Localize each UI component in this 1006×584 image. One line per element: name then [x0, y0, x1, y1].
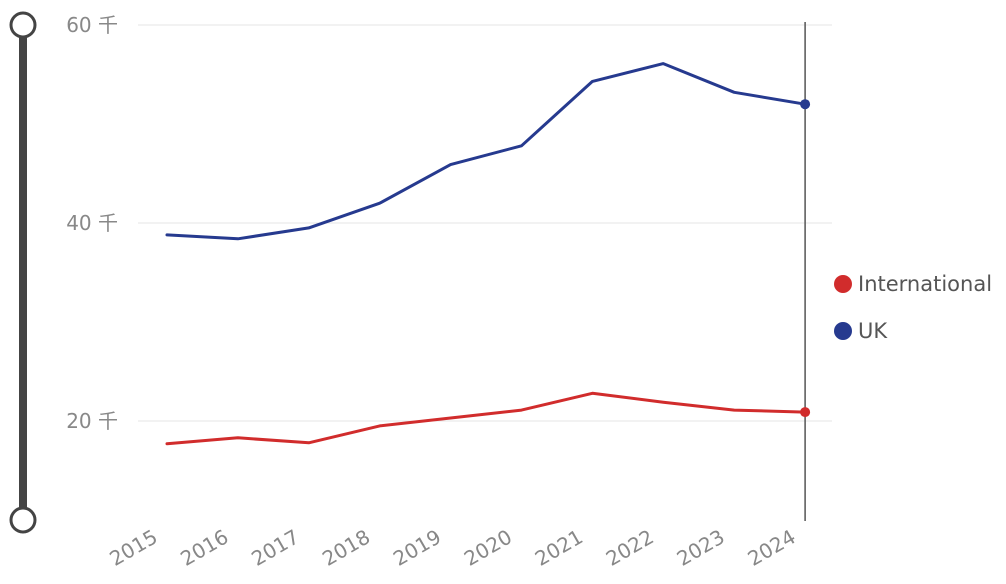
range-slider-handle-min[interactable] [9, 506, 37, 534]
x-tick-label-2022: 2022 [602, 525, 658, 571]
x-tick-label-2015: 2015 [105, 525, 161, 571]
legend-label-uk: UK [858, 319, 888, 343]
x-tick-label-2016: 2016 [176, 525, 232, 571]
x-axis: 2015 2016 2017 2018 2019 2020 2021 2022 2023 2024 [105, 525, 799, 571]
x-tick-label-2023: 2023 [673, 525, 729, 571]
y-tick-label-60: 60 千 [66, 13, 118, 37]
y-tick-label-20: 20 千 [66, 409, 118, 433]
legend-marker-international [834, 275, 852, 293]
legend-item-uk[interactable]: UK [834, 317, 992, 345]
y-tick-label-40: 40 千 [66, 211, 118, 235]
y-axis: 20 千 40 千 60 千 [66, 13, 118, 433]
series-lines [165, 62, 807, 446]
hover-point-uk [800, 99, 811, 110]
legend-label-international: International [858, 272, 993, 296]
x-tick-label-2024: 2024 [744, 525, 800, 571]
x-tick-label-2019: 2019 [389, 525, 445, 571]
x-tick-label-2017: 2017 [247, 525, 303, 571]
hover-markers [800, 99, 811, 418]
legend-item-international[interactable]: International [834, 270, 992, 298]
x-tick-label-2021: 2021 [531, 525, 587, 571]
legend: International UK [834, 270, 992, 364]
series-line-international [165, 391, 807, 446]
series-line-uk [165, 62, 807, 241]
legend-marker-uk [834, 322, 852, 340]
hover-point-international [800, 407, 811, 418]
x-tick-label-2018: 2018 [318, 525, 374, 571]
range-slider[interactable] [9, 11, 37, 534]
range-slider-handle-max[interactable] [9, 11, 37, 39]
x-tick-label-2020: 2020 [460, 525, 516, 571]
gridlines [138, 24, 832, 422]
